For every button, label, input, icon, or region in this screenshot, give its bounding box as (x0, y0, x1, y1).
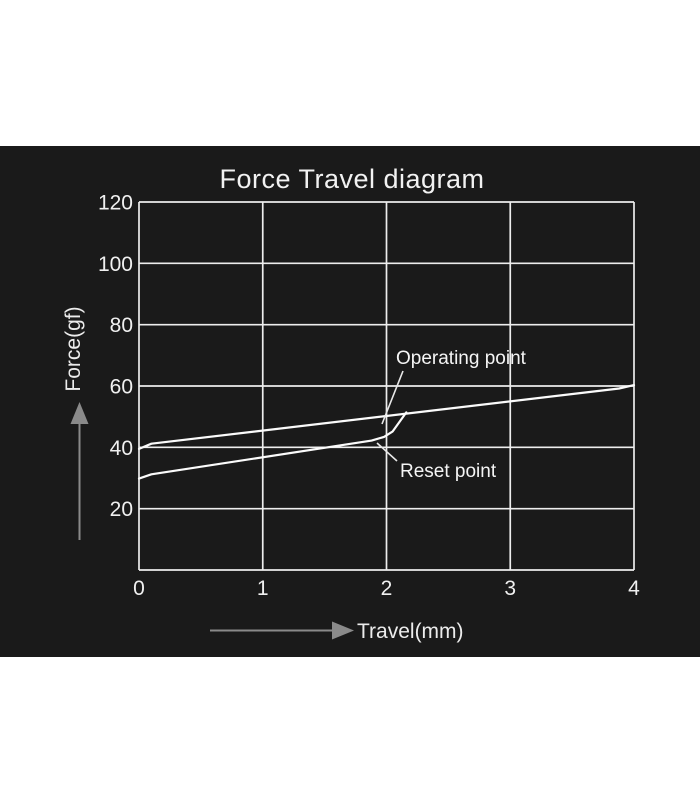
reset-point-label: Reset point (400, 461, 497, 482)
y-tick-label-80: 80 (110, 314, 133, 337)
tick-layer: 20 40 60 80 100 120 0 1 2 3 4 (98, 192, 640, 601)
x-tick-label-0: 0 (133, 577, 145, 600)
y-axis-label: Force(gf) (62, 306, 85, 391)
travel-axis-arrow-icon (210, 621, 354, 640)
x-tick-label-2: 2 (381, 577, 393, 600)
y-tick-label-100: 100 (98, 253, 133, 276)
y-tick-label-40: 40 (110, 437, 133, 460)
y-tick-label-20: 20 (110, 498, 133, 521)
series-line-release-upstroke (137, 411, 408, 480)
x-tick-label-3: 3 (504, 577, 516, 600)
x-tick-label-4: 4 (628, 577, 640, 600)
y-tick-label-120: 120 (98, 192, 133, 215)
chart-panel (0, 146, 700, 657)
operating-point-leader-line (381, 370, 404, 425)
x-tick-label-1: 1 (257, 577, 269, 600)
chart-title: Force Travel diagram (219, 164, 484, 194)
grid-layer (138, 201, 635, 571)
y-tick-label-60: 60 (110, 376, 133, 399)
operating-point-label: Operating point (396, 348, 527, 369)
reset-point-leader-line (376, 442, 398, 462)
x-axis-label: Travel(mm) (357, 620, 464, 643)
force-axis-arrow-icon (70, 402, 89, 540)
